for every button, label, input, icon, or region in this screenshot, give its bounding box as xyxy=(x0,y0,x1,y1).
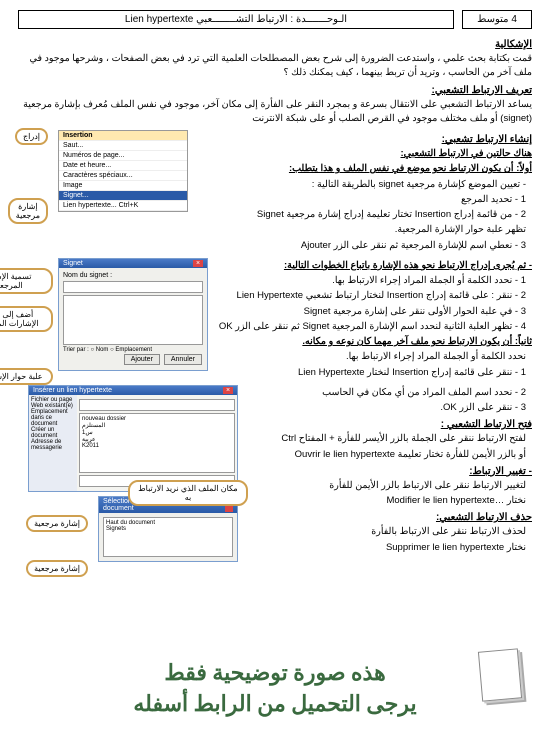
file-item[interactable]: س1 xyxy=(82,429,232,436)
signet-list[interactable] xyxy=(63,295,203,345)
add-button[interactable]: Ajouter xyxy=(124,354,160,365)
side-item[interactable]: Adresse de messagerie xyxy=(31,439,75,451)
signet-title-text: Signet xyxy=(63,260,83,267)
header-row: 4 متوسط الـوحـــــــدة : الارتباط التشــ… xyxy=(18,10,532,29)
hyper-text-input[interactable] xyxy=(79,399,235,411)
row-signet: - ثم يُجرى إدراج الارتباط نحو هذه الإشار… xyxy=(18,258,532,381)
unit-title-box: الـوحـــــــدة : الارتباط التشــــــــعب… xyxy=(18,10,454,29)
step2-2: 2 - ننقر : على قائمة إدراج Insertion لنخ… xyxy=(214,289,532,303)
open-text2: أو بالزر الأيمن للفأرة تختار تعليمة Ouvr… xyxy=(244,448,532,462)
definition-title: تعريف الارتباط التشعبي: xyxy=(18,85,532,96)
case2-title-text: ثانياً: أن يكون الارتباط نحو ملف آخر مهم… xyxy=(302,336,532,347)
hyper-title-text: Insérer un lien hypertexte xyxy=(33,387,112,394)
step1-1: 1 - تحديد المرجع xyxy=(194,193,532,207)
menu-item-signet[interactable]: Signet... xyxy=(59,191,187,201)
modify-cmd: نختار …Modifier le lien hypertexte xyxy=(244,494,532,508)
step3-3: 3 - ننقر على الزر OK. xyxy=(244,401,532,415)
step2-3: 3 - في علبة الحوار الأولى ننقر على إشارة… xyxy=(214,305,532,319)
modify-text: لتغيير الارتباط ننقر على الارتباط بالزر … xyxy=(244,479,532,493)
callout-dialog-ref: علبة حوار الإشارة المرجعية xyxy=(0,368,53,385)
menu-item-lien[interactable]: Lien hypertexte... Ctrl+K xyxy=(59,201,187,211)
close-icon[interactable]: × xyxy=(223,387,233,394)
file-item[interactable]: K2011 xyxy=(82,443,232,449)
side-item[interactable]: Fichier ou page Web existant(e) xyxy=(31,397,75,409)
modify-title: - تغيير الارتباط: xyxy=(244,466,532,477)
file-item[interactable]: المستلزم xyxy=(82,422,232,429)
menu-item[interactable]: Image xyxy=(59,181,187,191)
row-hyperlink: 2 - نحدد اسم الملف المراد من أي مكان في … xyxy=(18,385,532,562)
delete-text: لحذف الارتباط ننقر على الارتباط بالفأرة xyxy=(244,525,532,539)
callout-add-list: أضف إلى قائمة الإشارات المرجعية xyxy=(0,306,53,332)
signet-name-input[interactable] xyxy=(63,281,203,293)
callout-ref2: إشارة مرجعية xyxy=(26,515,88,532)
file-browser[interactable]: nouveau dossier المستلزم س1 عربية K2011 xyxy=(79,413,235,473)
menu-header: Insertion xyxy=(59,131,187,141)
hyper-sidebar: Fichier ou page Web existant(e) Emplacem… xyxy=(29,395,77,491)
callout-name-ref: تسمية الإشارة المرجعية xyxy=(0,268,53,294)
callout-file-loc: مكان الملف الذي نريد الارتباط به xyxy=(128,480,248,506)
problem-title: الإشكالية xyxy=(18,39,532,50)
problem-text: قمت بكتابة بحث علمي ، واستدعت الضرورة إل… xyxy=(18,52,532,81)
step1-2b: تظهر علبة حوار الإشارة المرجعية. xyxy=(194,223,532,237)
signet-titlebar: Signet × xyxy=(59,259,207,268)
step2-1: 1 - نحدد الكلمة أو الجملة المراد إجراء ا… xyxy=(214,274,532,288)
step2-4: 4 - تظهر العلبة الثانية لنحدد اسم الإشار… xyxy=(214,320,532,334)
menu-item[interactable]: Caractères spéciaux... xyxy=(59,171,187,181)
two-cases: هناك حالتين في الارتباط التشعبي: xyxy=(194,147,532,161)
close-icon[interactable]: × xyxy=(193,260,203,267)
hyper-titlebar: Insérer un lien hypertexte × xyxy=(29,386,237,395)
create-title: إنشاء الارتباط تشعبي: xyxy=(194,134,532,145)
case1-title-text: أولاً: أن يكون الارتباط نحو موضع في نفس … xyxy=(289,163,532,174)
grade-box: 4 متوسط xyxy=(462,10,532,29)
signet-dialog: Signet × Nom du signet : Trier par : ○ N… xyxy=(58,258,208,371)
watermark-line1: هذه صورة توضيحية فقط xyxy=(0,658,550,689)
watermark-line2: يرجى التحميل من الرابط أسفله xyxy=(0,689,550,720)
delete-cmd: نختار Supprimer le lien hypertexte xyxy=(244,541,532,555)
menu-item[interactable]: Numéros de page... xyxy=(59,151,187,161)
step3-0: نحدد الكلمة أو الجملة المراد إجراء الارت… xyxy=(214,350,532,364)
tree-item[interactable]: Signets xyxy=(106,526,230,532)
hyperlink-dialog: Insérer un lien hypertexte × Fichier ou … xyxy=(28,385,238,492)
open-title: فتح الارتباط التشعبي : xyxy=(244,419,532,430)
row-create: إنشاء الارتباط تشعبي: هناك حالتين في الا… xyxy=(18,130,532,254)
callout-ref-mark: إشارة مرجعية xyxy=(8,198,48,224)
bookmark-tree[interactable]: Haut du document Signets xyxy=(103,517,233,557)
menu-item[interactable]: Date et heure... xyxy=(59,161,187,171)
side-item[interactable]: Créer un document xyxy=(31,427,75,439)
definition-text: يساعد الارتباط التشعبي على الانتقال بسرع… xyxy=(18,98,532,127)
step3-2: 2 - نحدد اسم الملف المراد من أي مكان في … xyxy=(244,386,532,400)
delete-title: حذف الارتباط التشعبي: xyxy=(244,512,532,523)
side-item[interactable]: Emplacement dans ce document xyxy=(31,409,75,427)
file-item[interactable]: عربية xyxy=(82,436,232,443)
document-page: 4 متوسط الـوحـــــــدة : الارتباط التشــ… xyxy=(0,0,550,576)
menu-item[interactable]: Saut... xyxy=(59,141,187,151)
cancel-button[interactable]: Annuler xyxy=(164,354,202,365)
open-text1: لفتح الارتباط ننقر على الجملة بالزر الأي… xyxy=(244,432,532,446)
case1-title: أولاً: أن يكون الارتباط نحو موضع في نفس … xyxy=(194,162,532,176)
signet-field-label: Nom du signet : xyxy=(63,272,203,279)
case2-title: ثانياً: أن يكون الارتباط نحو ملف آخر مهم… xyxy=(214,335,532,349)
watermark-overlay: هذه صورة توضيحية فقط يرجى التحميل من الر… xyxy=(0,658,550,720)
callout-ref3: إشارة مرجعية xyxy=(26,560,88,577)
callout-insert: إدراج xyxy=(15,128,48,145)
step1-3: 3 - نعطي اسم للإشارة المرجعية ثم ننقر عل… xyxy=(194,239,532,253)
step3-1: 1 - ننقر على قائمة إدراج Insertion لنختا… xyxy=(214,366,532,380)
then-insert: - ثم يُجرى إدراج الارتباط نحو هذه الإشار… xyxy=(214,259,532,273)
step1-2: 2 - من قائمة إدراج Insertion تختار تعليم… xyxy=(194,208,532,222)
insertion-menu: Insertion Saut... Numéros de page... Dat… xyxy=(58,130,188,212)
case1-sub: - تعيين الموضع كإشارة مرجعية signet بالط… xyxy=(194,178,532,192)
